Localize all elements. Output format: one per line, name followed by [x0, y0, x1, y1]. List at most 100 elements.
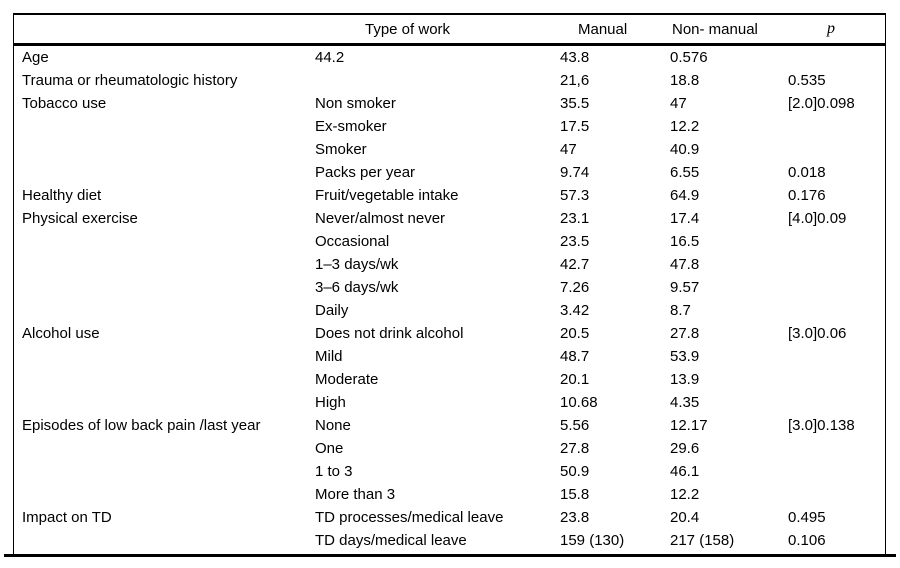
- cell-p-value: 0.176: [788, 187, 826, 204]
- table-row: 1 to 3 50.9 46.1: [14, 460, 885, 483]
- table-row: More than 3 15.8 12.2: [14, 483, 885, 506]
- cell-type-of-work: Ex-smoker: [315, 118, 387, 135]
- cell-non-manual: 40.9: [670, 141, 700, 158]
- cell-p-value: [788, 368, 885, 391]
- cell-manual: 23.5: [560, 233, 590, 250]
- cell-manual: 5.56: [560, 417, 590, 434]
- cell-non-manual: 0.576: [670, 49, 708, 66]
- cell-category: Physical exercise: [22, 210, 138, 227]
- cell-type-of-work: Never/almost never: [315, 210, 446, 227]
- cell-manual: 23.1: [560, 210, 590, 227]
- cell-p-value: 0.106: [788, 532, 826, 549]
- table-row: Smoker 47 40.9: [14, 138, 885, 161]
- cell-p-value: [788, 391, 885, 414]
- header-manual: Manual: [560, 15, 670, 46]
- cell-p-value: 0.495: [788, 509, 826, 526]
- cell-non-manual: 47.8: [670, 256, 700, 273]
- cell-non-manual: 217 (158): [670, 532, 735, 549]
- cell-non-manual: 18.8: [670, 72, 700, 89]
- cell-p-value: [2.0]0.098: [788, 95, 855, 112]
- cell-type-of-work: One: [315, 440, 344, 457]
- cell-non-manual: 53.9: [670, 348, 700, 365]
- cell-p-value: 0.018: [788, 164, 826, 181]
- cell-non-manual: 12.17: [670, 417, 708, 434]
- cell-manual: 10.68: [560, 394, 598, 411]
- header-category-empty: [14, 15, 315, 46]
- cell-type-of-work: Mild: [315, 348, 343, 365]
- table-row: Physical exercise Never/almost never 23.1 1…: [14, 207, 885, 230]
- cell-non-manual: 6.55: [670, 164, 700, 181]
- cell-category: [14, 529, 315, 552]
- table-frame: Type of work Manual Non- manual p Age 44.…: [13, 13, 886, 555]
- table-body: Age 44.2 43.8 0.576 Trauma or rheumatologic …: [14, 45, 885, 553]
- cell-category: Tobacco use: [22, 95, 107, 112]
- cell-manual: 9.74: [560, 164, 590, 181]
- table-row: Packs per year 9.74 6.55 0.018: [14, 161, 885, 184]
- cell-non-manual: 47: [670, 95, 687, 112]
- cell-p-value: [3.0]0.138: [788, 417, 855, 434]
- cell-p-value: [788, 115, 885, 138]
- cell-type-of-work: TD processes/medical leave: [315, 509, 504, 526]
- cell-manual: 43.8: [560, 49, 590, 66]
- cell-manual: 42.7: [560, 256, 590, 273]
- cell-p-value: [4.0]0.09: [788, 210, 847, 227]
- cell-type-of-work: Moderate: [315, 371, 379, 388]
- cell-non-manual: 64.9: [670, 187, 700, 204]
- table-row: Impact on TD TD processes/medical leave 23…: [14, 506, 885, 529]
- cell-manual: 48.7: [560, 348, 590, 365]
- cell-category: Alcohol use: [22, 325, 100, 342]
- header-p-value: p: [788, 15, 885, 46]
- cell-non-manual: 46.1: [670, 463, 700, 480]
- cell-manual: 20.5: [560, 325, 590, 342]
- cell-p-value: [3.0]0.06: [788, 325, 847, 342]
- cell-p-value: [788, 483, 885, 506]
- cell-p-value: [788, 345, 885, 368]
- cell-type-of-work: 1–3 days/wk: [315, 256, 399, 273]
- cell-manual: 159 (130): [560, 532, 625, 549]
- cell-manual: 15.8: [560, 486, 590, 503]
- cell-p-value: 0.535: [788, 72, 826, 89]
- cell-category: [14, 115, 315, 138]
- cell-type-of-work: Fruit/vegetable intake: [315, 187, 459, 204]
- cell-type-of-work: 44.2: [315, 49, 345, 66]
- cell-category: [14, 230, 315, 253]
- cell-non-manual: 13.9: [670, 371, 700, 388]
- cell-category: [14, 345, 315, 368]
- cell-category: Healthy diet: [22, 187, 102, 204]
- cell-category: Age: [22, 49, 49, 66]
- table-row: Tobacco use Non smoker 35.5 47 [2.0]0.098: [14, 92, 885, 115]
- cell-non-manual: 9.57: [670, 279, 700, 296]
- cell-category: [14, 368, 315, 391]
- cell-manual: 20.1: [560, 371, 590, 388]
- cell-non-manual: 17.4: [670, 210, 700, 227]
- cell-type-of-work: TD days/medical leave: [315, 532, 467, 549]
- cell-category: [14, 483, 315, 506]
- table-row: Age 44.2 43.8 0.576: [14, 45, 885, 70]
- cell-type-of-work: Daily: [315, 302, 349, 319]
- cell-non-manual: 16.5: [670, 233, 700, 250]
- cell-category: Impact on TD: [22, 509, 112, 526]
- data-table: Type of work Manual Non- manual p Age 44.…: [14, 15, 885, 552]
- header-row: Type of work Manual Non- manual p: [14, 15, 885, 46]
- cell-type-of-work: [315, 69, 560, 92]
- cell-type-of-work: 1 to 3: [315, 463, 353, 480]
- header-type-of-work: Type of work: [315, 15, 560, 46]
- cell-manual: 3.42: [560, 302, 590, 319]
- cell-type-of-work: Non smoker: [315, 95, 396, 112]
- table-row: Mild 48.7 53.9: [14, 345, 885, 368]
- table-row: 3–6 days/wk 7.26 9.57: [14, 276, 885, 299]
- table-row: Daily 3.42 8.7: [14, 299, 885, 322]
- cell-manual: 57.3: [560, 187, 590, 204]
- table-row: High 10.68 4.35: [14, 391, 885, 414]
- cell-p-value: [788, 253, 885, 276]
- cell-p-value: [788, 138, 885, 161]
- table-row: One 27.8 29.6: [14, 437, 885, 460]
- cell-category: [14, 253, 315, 276]
- cell-type-of-work: High: [315, 394, 346, 411]
- cell-manual: 35.5: [560, 95, 590, 112]
- cell-type-of-work: 3–6 days/wk: [315, 279, 399, 296]
- cell-p-value: [788, 437, 885, 460]
- cell-category: Episodes of low back pain /last year: [22, 417, 261, 434]
- cell-category: [14, 276, 315, 299]
